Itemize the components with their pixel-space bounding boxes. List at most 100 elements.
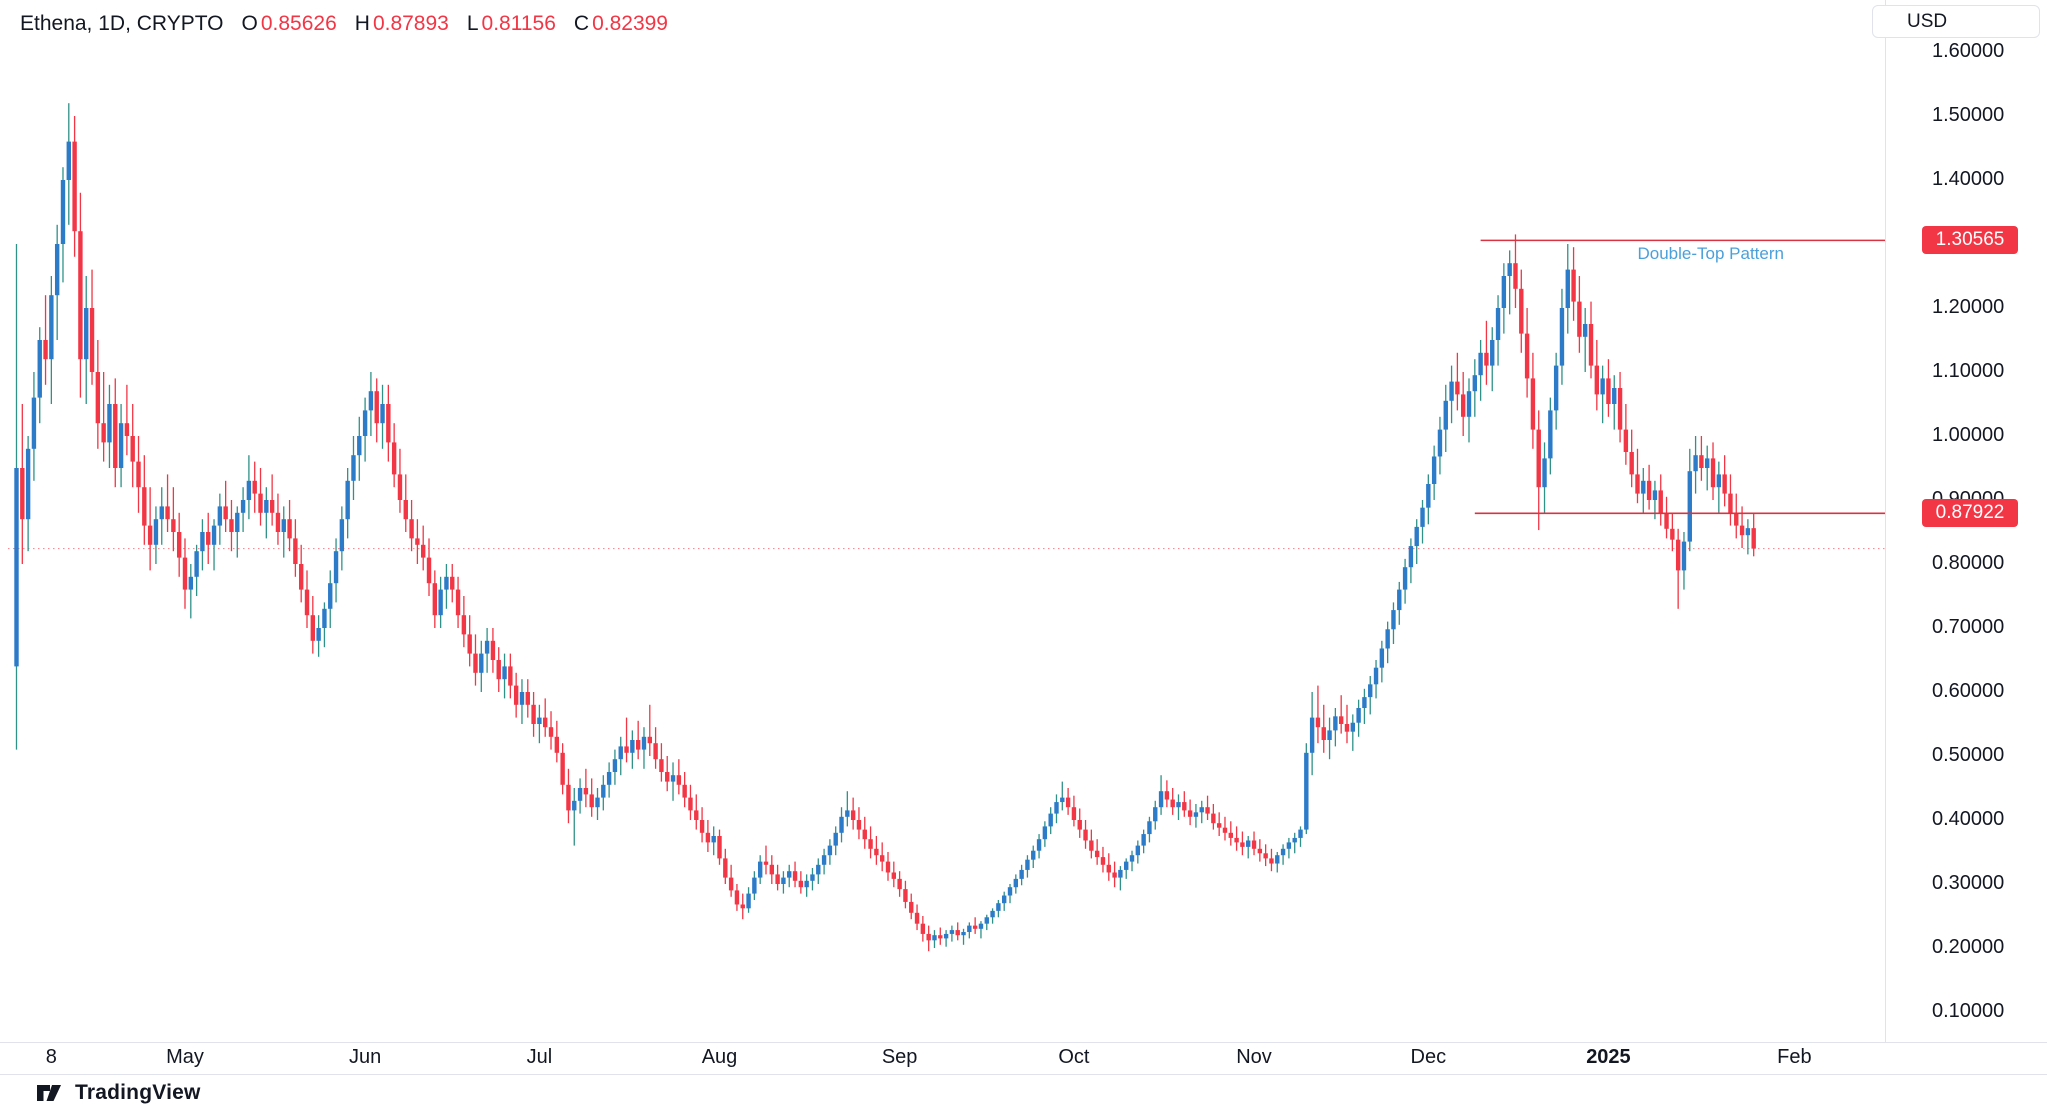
candle-down — [699, 820, 705, 833]
candle-down — [461, 615, 467, 635]
tradingview-logo[interactable]: TradingView — [36, 1081, 201, 1105]
candle-up — [612, 759, 618, 772]
candle-down — [624, 746, 629, 753]
candle-down — [101, 423, 106, 443]
candle-up — [711, 836, 716, 843]
candle-up — [1426, 484, 1431, 508]
candle-up — [1298, 829, 1303, 838]
candle-up — [1373, 667, 1379, 685]
candle-down — [1751, 528, 1756, 549]
price-tick-label: 1.00000 — [1932, 424, 2005, 446]
double-top-annotation[interactable]: Double-Top Pattern — [1637, 243, 1784, 263]
candle-up — [25, 448, 31, 520]
candle-down — [1728, 493, 1733, 513]
candle-down — [1577, 301, 1582, 337]
candle-up — [118, 423, 124, 468]
candle-down — [1606, 378, 1611, 404]
candle-down — [659, 759, 664, 772]
candle-down — [182, 557, 188, 590]
candle-down — [409, 519, 414, 539]
time-tick-label: Dec — [1410, 1046, 1447, 1068]
candle-up — [1054, 802, 1059, 814]
candle-down — [554, 736, 560, 753]
candle-up — [1060, 797, 1065, 803]
candle-up — [845, 810, 850, 817]
candle-up — [618, 746, 623, 760]
candle-up — [1705, 458, 1710, 468]
candle-down — [589, 794, 594, 808]
candle-down — [525, 692, 530, 705]
candle-up — [967, 925, 972, 932]
candle-up — [368, 391, 374, 411]
candle-down — [938, 935, 943, 939]
candle-down — [1664, 512, 1669, 529]
candle-down — [909, 901, 914, 913]
candle-up — [316, 628, 321, 641]
candle-up — [781, 877, 786, 884]
candle-down — [1484, 352, 1489, 366]
candle-up — [153, 519, 159, 545]
candle-down — [421, 544, 426, 558]
symbol-legend[interactable]: Ethena, 1D, CRYPTO O 0.85626 H 0.87893 L… — [20, 11, 668, 37]
chart-footer: TradingView — [0, 1074, 2047, 1108]
candle-down — [1094, 850, 1100, 858]
candle-up — [1042, 826, 1048, 840]
price-tick-label: 0.80000 — [1932, 552, 2005, 574]
candle-up — [1466, 391, 1472, 417]
candle-down — [1240, 842, 1245, 847]
candle-up — [380, 404, 385, 424]
price-tick-label: 1.60000 — [1932, 40, 2005, 62]
candle-down — [43, 340, 48, 360]
candle-down — [891, 872, 897, 879]
candle-down — [258, 493, 263, 513]
candle-down — [391, 442, 397, 475]
candle-down — [926, 933, 931, 941]
candle-up — [1356, 708, 1361, 723]
level-price-label[interactable]: 1.30565 — [1922, 226, 2018, 255]
currency-button[interactable]: USD — [1872, 5, 2040, 38]
candle-down — [1100, 857, 1106, 865]
candle-up — [1368, 684, 1373, 698]
candle-up — [595, 797, 600, 808]
candle-up — [188, 576, 193, 590]
candle-down — [136, 461, 141, 488]
price-chart-canvas[interactable]: Double-Top Pattern — [0, 0, 1885, 1042]
price-tick-label: 0.60000 — [1932, 680, 2005, 702]
candle-up — [159, 506, 164, 520]
price-tick-label: 1.40000 — [1932, 168, 2005, 190]
candle-down — [78, 231, 83, 360]
candle-up — [1652, 490, 1658, 500]
candle-down — [1071, 807, 1077, 820]
ohlc-open-value: 0.85626 — [260, 12, 337, 35]
candle-up — [577, 788, 583, 801]
candle-up — [1350, 722, 1355, 732]
candle-down — [473, 653, 478, 673]
candle-down — [1646, 480, 1652, 500]
candle-up — [606, 772, 612, 785]
candle-up — [1490, 340, 1495, 366]
candle-up — [746, 893, 751, 909]
symbol-title[interactable]: Ethena, 1D, CRYPTO — [20, 12, 224, 35]
time-axis[interactable]: 8 May Jun Jul Aug Sep Oct Nov Dec 2025 Feb — [0, 1042, 2047, 1074]
candle-up — [1158, 791, 1164, 808]
ohlc-close: C 0.82399 — [574, 11, 668, 37]
candle-down — [1182, 802, 1187, 811]
candle-down — [850, 810, 856, 820]
candle-down — [792, 871, 798, 881]
candle-up — [1379, 648, 1385, 668]
candle-down — [1513, 263, 1518, 289]
price-tick-label: 1.20000 — [1932, 296, 2005, 318]
candle-down — [1588, 324, 1594, 366]
candle-down — [1530, 378, 1536, 430]
candle-down — [72, 141, 77, 232]
level-price-label[interactable]: 0.87922 — [1922, 499, 2018, 528]
candle-up — [1443, 400, 1448, 430]
candle-up — [14, 468, 19, 667]
candle-up — [1565, 269, 1570, 308]
candle-down — [269, 500, 275, 513]
price-axis[interactable]: 1.600001.500001.400001.300001.200001.100… — [1885, 0, 2047, 1042]
candle-down — [897, 878, 902, 890]
candle-down — [176, 532, 182, 558]
candle-up — [37, 340, 42, 398]
ohlc-open: O 0.85626 — [242, 11, 337, 37]
